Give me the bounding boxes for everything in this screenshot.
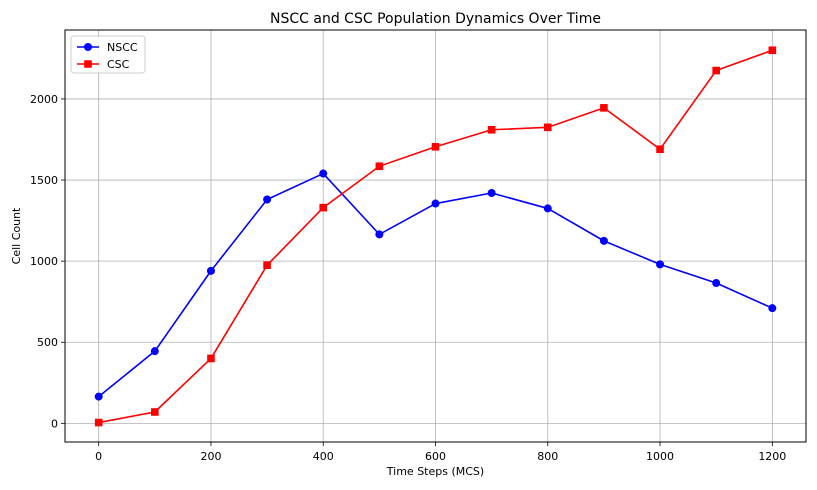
x-tick-label: 400 (313, 450, 334, 463)
y-tick-label: 1500 (30, 174, 58, 187)
data-point-csc (600, 104, 608, 112)
data-point-nscc (263, 195, 272, 204)
x-tick-label: 800 (537, 450, 558, 463)
data-point-csc (151, 408, 159, 416)
data-point-nscc (599, 236, 608, 245)
data-point-nscc (768, 304, 777, 313)
x-tick-label: 200 (200, 450, 221, 463)
data-point-csc (375, 162, 384, 171)
chart-title: NSCC and CSC Population Dynamics Over Ti… (270, 11, 601, 27)
legend: NSCC CSC (70, 35, 146, 74)
data-point-csc (94, 418, 103, 427)
data-point-nscc (656, 260, 665, 269)
series-layer (94, 46, 777, 427)
data-point-nscc (431, 199, 440, 208)
y-tick-label: 2000 (30, 93, 58, 106)
data-point-csc (656, 145, 664, 154)
x-tick-label: 1200 (758, 450, 786, 463)
data-point-csc (319, 203, 328, 212)
series-nscc (94, 169, 777, 401)
data-point-csc (431, 142, 440, 151)
data-point-csc (712, 66, 720, 75)
data-point-nscc (487, 189, 496, 198)
data-point-csc (263, 261, 271, 269)
series-csc (94, 46, 777, 427)
data-point-csc (543, 123, 552, 132)
data-point-nscc (319, 169, 328, 178)
x-tick-label: 1000 (646, 450, 674, 463)
y-tick-label: 500 (37, 336, 58, 349)
y-tick-label: 1000 (30, 255, 58, 268)
data-point-csc (207, 354, 215, 363)
data-point-nscc (150, 347, 159, 356)
x-tick-label: 0 (95, 450, 102, 463)
data-point-nscc (543, 204, 552, 213)
x-tick-label: 600 (425, 450, 446, 463)
legend-label-nscc: NSCC (107, 41, 138, 54)
legend-label-csc: CSC (107, 58, 130, 71)
y-axis-label: Cell Count (10, 207, 23, 264)
data-point-nscc (712, 279, 721, 288)
data-point-nscc (94, 392, 103, 401)
legend-item-csc: CSC (77, 58, 130, 71)
legend-marker-nscc (84, 43, 92, 51)
axis-ticks: 0 200 400 600 800 1000 1200 0 500 1000 1500 2000 (30, 93, 786, 463)
y-tick-label: 0 (51, 417, 58, 430)
data-point-nscc (206, 266, 215, 275)
data-point-nscc (375, 230, 384, 239)
grid-layer (65, 30, 806, 442)
data-point-csc (487, 125, 496, 134)
legend-item-nscc: NSCC (77, 41, 138, 54)
data-point-csc (768, 46, 777, 55)
legend-marker-csc (84, 60, 92, 68)
x-axis-label: Time Steps (MCS) (386, 465, 484, 478)
